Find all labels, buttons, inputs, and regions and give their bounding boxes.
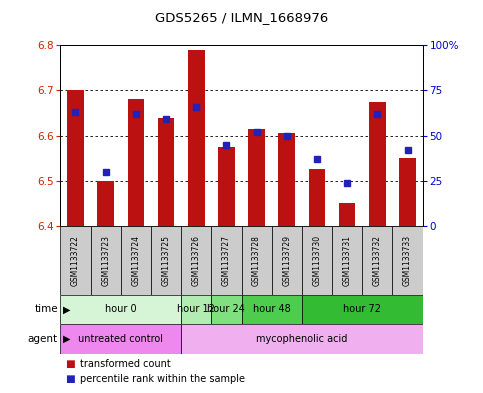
Bar [271,226,302,295]
Text: ▶: ▶ [63,334,71,344]
Text: GSM1133725: GSM1133725 [161,235,170,286]
Text: hour 72: hour 72 [343,305,381,314]
Text: GDS5265 / ILMN_1668976: GDS5265 / ILMN_1668976 [155,11,328,24]
Bar [60,295,181,324]
Text: ■: ■ [65,374,75,384]
Text: hour 12: hour 12 [177,305,215,314]
Bar [60,226,91,295]
Bar [212,226,242,295]
Bar [393,226,423,295]
Bar [188,50,204,226]
Text: GSM1133728: GSM1133728 [252,235,261,286]
Text: GSM1133731: GSM1133731 [342,235,352,286]
Bar [339,203,355,226]
Text: GSM1133727: GSM1133727 [222,235,231,286]
Text: untreated control: untreated control [78,334,163,344]
Bar [362,226,393,295]
Text: hour 24: hour 24 [208,305,245,314]
Bar [369,102,385,226]
Bar [212,295,242,324]
Text: GSM1133722: GSM1133722 [71,235,80,286]
Bar [128,99,144,226]
Text: GSM1133723: GSM1133723 [101,235,110,286]
Text: transformed count: transformed count [80,358,170,369]
Text: time: time [34,305,58,314]
Text: ■: ■ [65,358,75,369]
Bar [151,226,181,295]
Text: GSM1133729: GSM1133729 [282,235,291,286]
Bar [399,158,416,226]
Bar [98,181,114,226]
Text: ▶: ▶ [63,305,71,314]
Text: GSM1133724: GSM1133724 [131,235,141,286]
Bar [181,295,212,324]
Bar [218,147,235,226]
Text: agent: agent [28,334,58,344]
Text: GSM1133730: GSM1133730 [313,235,322,286]
Bar [67,90,84,226]
Bar [91,226,121,295]
Text: GSM1133726: GSM1133726 [192,235,201,286]
Bar [279,133,295,226]
Bar [242,295,302,324]
Bar [121,226,151,295]
Bar [302,226,332,295]
Bar [248,129,265,226]
Text: hour 0: hour 0 [105,305,137,314]
Text: percentile rank within the sample: percentile rank within the sample [80,374,245,384]
Bar [158,118,174,226]
Text: hour 48: hour 48 [253,305,291,314]
Bar [181,226,212,295]
Bar [242,226,271,295]
Text: GSM1133732: GSM1133732 [373,235,382,286]
Text: GSM1133733: GSM1133733 [403,235,412,286]
Bar [309,169,325,226]
Bar [181,324,423,354]
Text: mycophenolic acid: mycophenolic acid [256,334,348,344]
Bar [332,226,362,295]
Bar [60,324,181,354]
Bar [302,295,423,324]
